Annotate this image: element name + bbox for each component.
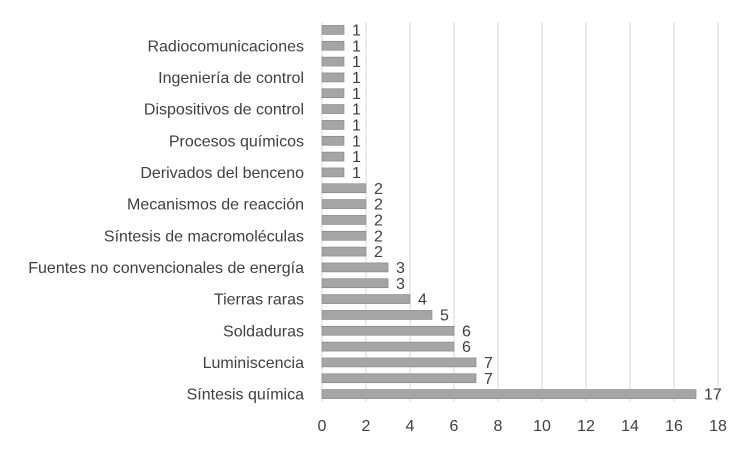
data-label: 17 xyxy=(704,387,722,404)
x-tick-label: 4 xyxy=(406,418,415,435)
category-label: Soldaduras xyxy=(223,323,304,340)
category-label: Dispositivos de control xyxy=(144,102,304,119)
data-label: 2 xyxy=(374,181,383,198)
gridlines xyxy=(365,22,719,402)
bar xyxy=(321,56,345,67)
bar xyxy=(321,278,389,289)
bar xyxy=(321,25,345,35)
data-label: 6 xyxy=(462,323,471,340)
x-tick-label: 10 xyxy=(533,418,551,435)
data-label: 2 xyxy=(374,197,383,214)
x-tick-label: 18 xyxy=(709,418,727,435)
data-label: 1 xyxy=(352,133,361,150)
bar xyxy=(321,88,345,99)
category-label: Tierras raras xyxy=(214,292,304,309)
category-labels: Síntesis química Luminiscencia Soldaduras T… xyxy=(28,38,304,403)
category-label: Ingeniería de control xyxy=(158,70,304,87)
bar xyxy=(321,294,411,304)
data-label: 3 xyxy=(396,260,405,277)
bar xyxy=(321,325,455,336)
bar xyxy=(321,167,345,178)
x-tick-label: 8 xyxy=(494,418,503,435)
bar xyxy=(321,262,389,273)
data-label: 1 xyxy=(352,22,361,39)
data-label: 1 xyxy=(352,54,361,71)
data-label: 2 xyxy=(374,228,383,245)
data-label: 7 xyxy=(484,355,493,372)
bar xyxy=(321,183,367,194)
data-label: 2 xyxy=(374,244,383,261)
bar xyxy=(321,246,367,257)
bar xyxy=(321,199,367,209)
category-label: Radiocomunicaciones xyxy=(147,38,304,55)
bar xyxy=(321,104,345,114)
bar xyxy=(321,120,345,130)
data-label: 6 xyxy=(462,339,471,356)
bar xyxy=(321,72,345,83)
category-label: Síntesis química xyxy=(187,387,304,404)
data-label: 1 xyxy=(352,117,361,134)
data-label: 1 xyxy=(352,149,361,166)
data-label: 1 xyxy=(352,38,361,55)
data-label: 1 xyxy=(352,86,361,103)
bar xyxy=(321,230,367,241)
data-label: 1 xyxy=(352,102,361,119)
x-axis-tick-labels: 0 2 4 6 8 10 12 14 16 18 xyxy=(318,418,727,435)
bar xyxy=(321,135,345,146)
data-label: 1 xyxy=(352,70,361,87)
bar xyxy=(321,373,477,384)
data-label: 1 xyxy=(352,165,361,182)
x-tick-label: 14 xyxy=(621,418,639,435)
bar xyxy=(321,151,345,162)
category-label: Síntesis de macromoléculas xyxy=(104,228,304,245)
category-label: Procesos químicos xyxy=(169,133,304,150)
bar xyxy=(321,341,455,352)
bar xyxy=(321,310,433,320)
category-label: Mecanismos de reacción xyxy=(127,197,304,214)
x-tick-label: 0 xyxy=(318,418,327,435)
category-label: Luminiscencia xyxy=(203,355,304,372)
category-label: Derivados del benceno xyxy=(140,165,304,182)
data-label: 3 xyxy=(396,276,405,293)
bar xyxy=(321,389,697,399)
data-label: 5 xyxy=(440,307,449,324)
bar xyxy=(321,357,477,368)
data-label: 4 xyxy=(418,292,427,309)
x-tick-label: 16 xyxy=(665,418,683,435)
data-label: 2 xyxy=(374,212,383,229)
bar xyxy=(321,40,345,51)
x-tick-label: 6 xyxy=(450,418,459,435)
bars xyxy=(321,25,697,399)
x-tick-label: 2 xyxy=(362,418,371,435)
bar xyxy=(321,215,367,225)
x-tick-label: 12 xyxy=(577,418,595,435)
data-label: 7 xyxy=(484,371,493,388)
category-label: Fuentes no convencionales de energía xyxy=(28,260,304,277)
